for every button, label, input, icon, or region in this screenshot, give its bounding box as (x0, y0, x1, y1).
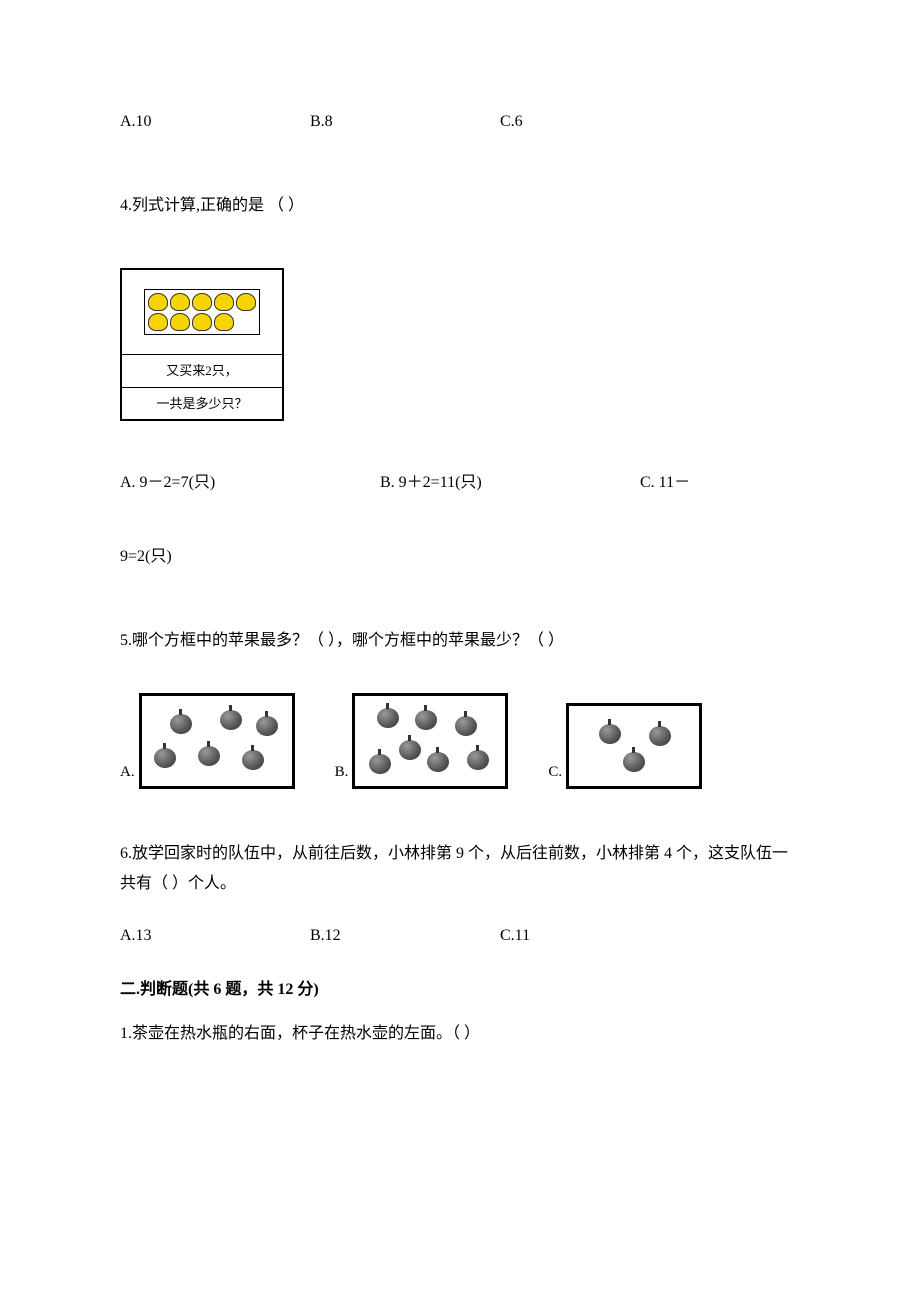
chick-icon (148, 293, 168, 311)
q4-option-a: A. 9－2=7(只) (120, 471, 380, 495)
chick-icon (148, 313, 168, 331)
apple-icon (220, 710, 242, 730)
q3-options-row: A.10 B.8 C.6 (120, 110, 800, 134)
q4-options-row: A. 9－2=7(只) B. 9＋2=11(只) C. 11－ (120, 471, 800, 495)
chick-grid (144, 289, 260, 335)
q3-option-b: B.8 (310, 110, 500, 134)
chick-icon (192, 293, 212, 311)
chick-icon (170, 313, 190, 331)
apple-icon (649, 726, 671, 746)
q6-stem: 6.放学回家时的队伍中，从前往后数，小林排第 9 个，从后往前数，小林排第 4 … (120, 839, 800, 900)
q4-mid-text: 又买来2只， (122, 355, 282, 388)
apple-icon (369, 754, 391, 774)
q5-label-a: A. (120, 761, 135, 790)
apple-icon (427, 752, 449, 772)
apple-icon (377, 708, 399, 728)
q4-stem: 4.列式计算,正确的是 （ ） (120, 194, 800, 218)
apple-icon (256, 716, 278, 736)
q4-option-c-tail: 9=2(只) (120, 545, 800, 569)
chick-icon (214, 313, 234, 331)
apple-icon (599, 724, 621, 744)
q6-option-a: A.13 (120, 924, 310, 948)
apple-icon (154, 748, 176, 768)
q5-label-b: B. (335, 761, 349, 790)
section2-q1: 1.茶壶在热水瓶的右面，杯子在热水壶的左面。（ ） (120, 1022, 800, 1046)
q4-bot-text: 一共是多少只？ (122, 388, 282, 420)
apple-icon (455, 716, 477, 736)
q6-options-row: A.13 B.12 C.11 (120, 924, 800, 948)
q5-label-c: C. (548, 761, 562, 790)
apple-icon (415, 710, 437, 730)
q6-option-c: C.11 (500, 924, 690, 948)
q3-option-a: A.10 (120, 110, 310, 134)
apple-icon (198, 746, 220, 766)
apple-box-a (139, 693, 295, 789)
chick-icon (236, 293, 256, 311)
apple-box-c (566, 703, 702, 789)
apple-icon (623, 752, 645, 772)
chick-icon (214, 293, 234, 311)
page-content: A.10 B.8 C.6 4.列式计算,正确的是 （ ） 又买来2只， 一共是多… (0, 0, 920, 1126)
apple-icon (170, 714, 192, 734)
q3-option-c: C.6 (500, 110, 690, 134)
section2-title: 二.判断题(共 6 题，共 12 分) (120, 978, 800, 1002)
q4-option-b: B. 9＋2=11(只) (380, 471, 640, 495)
apple-box-b (352, 693, 508, 789)
q5-figure-row: A. B. C. (120, 693, 800, 789)
apple-icon (467, 750, 489, 770)
apple-icon (242, 750, 264, 770)
q4-option-c: C. 11－ (640, 471, 690, 495)
chick-icon (192, 313, 212, 331)
q4-chick-panel (122, 270, 282, 355)
q4-figure-box: 又买来2只， 一共是多少只？ (120, 268, 284, 421)
q5-stem: 5.哪个方框中的苹果最多？（ ），哪个方框中的苹果最少？（ ） (120, 629, 800, 653)
apple-icon (399, 740, 421, 760)
chick-icon (170, 293, 190, 311)
q6-option-b: B.12 (310, 924, 500, 948)
